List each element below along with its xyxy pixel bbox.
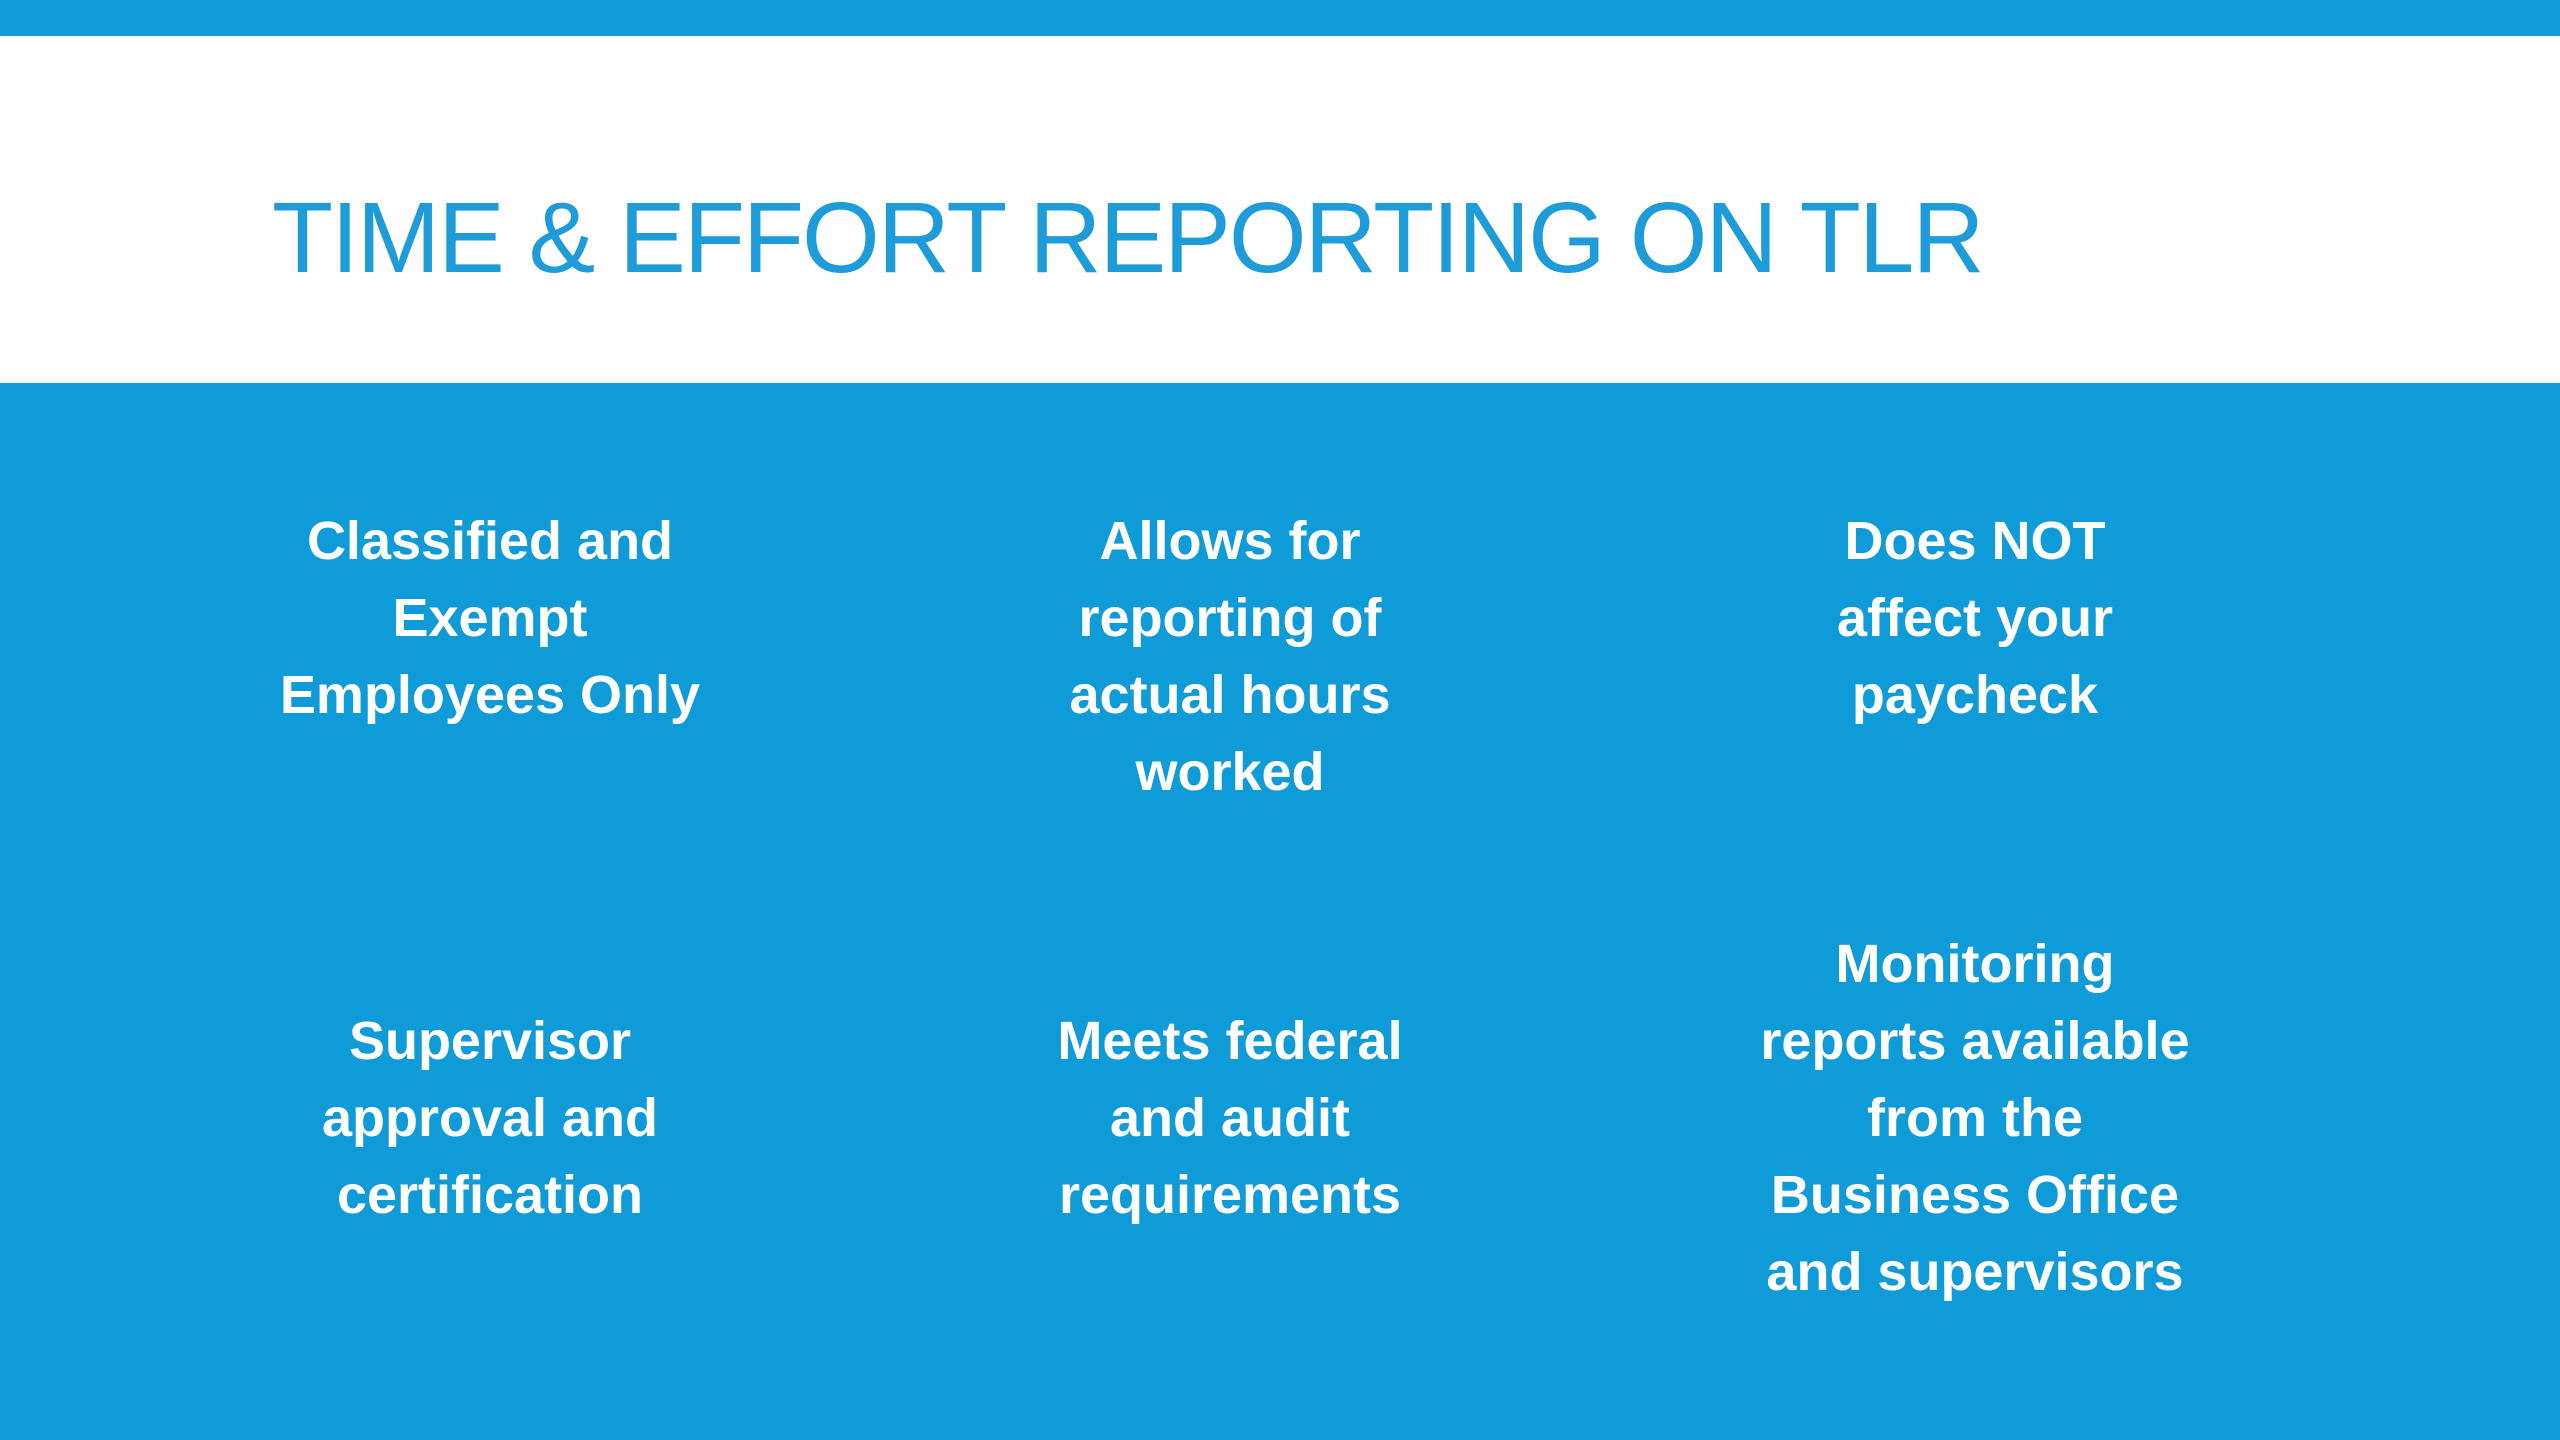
- text-block-federal-audit: Meets federal and audit requirements: [1057, 1011, 1403, 1225]
- text-block-actual-hours: Allows for reporting of actual hours wor…: [1069, 511, 1391, 802]
- slide-title: TIME & EFFORT REPORTING ON TLR: [272, 182, 1985, 294]
- top-accent-bar: [0, 0, 2560, 36]
- text-block-paycheck: Does NOT affect your paycheck: [1836, 511, 2114, 725]
- slide-body: Classified and Exempt Employees Only All…: [0, 383, 2560, 1440]
- text-block-monitoring-reports: Monitoring reports available from the Bu…: [1760, 934, 2190, 1302]
- text-block-classified-exempt: Classified and Exempt Employees Only: [279, 511, 701, 725]
- slide-header: TIME & EFFORT REPORTING ON TLR: [0, 36, 2560, 383]
- text-block-supervisor-approval: Supervisor approval and certification: [321, 1011, 659, 1225]
